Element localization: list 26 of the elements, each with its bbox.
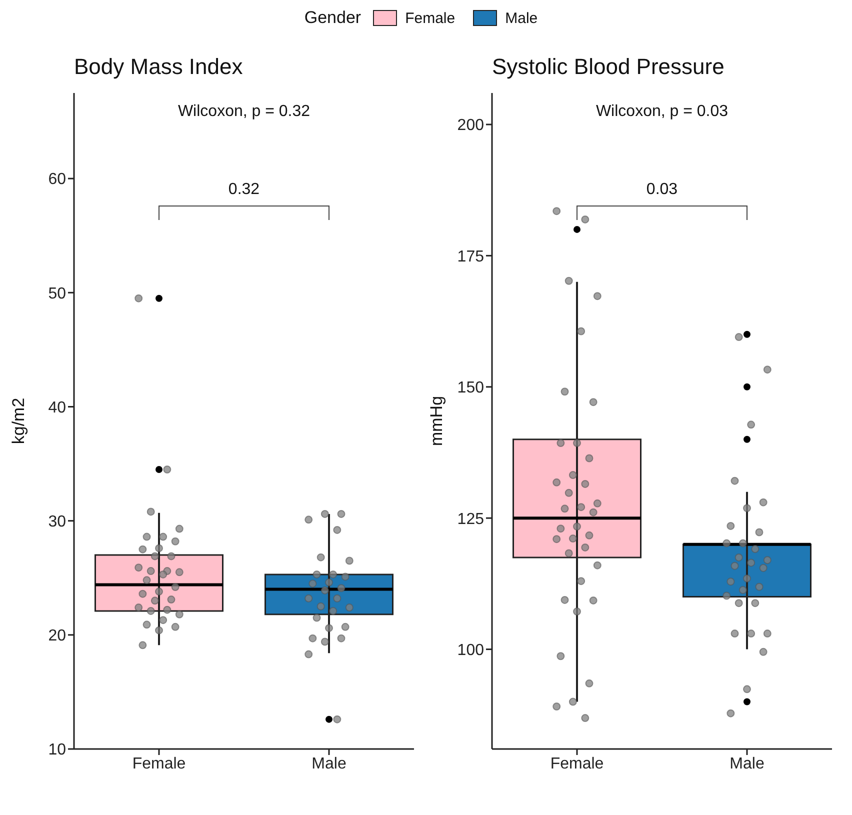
y-tick-label: 40	[48, 399, 66, 416]
x-tick-label: Female	[132, 755, 186, 772]
chart-title: Body Mass Index	[73, 53, 244, 81]
y-tick-label: 175	[457, 248, 484, 266]
legend-label: Female	[405, 10, 456, 26]
y-axis-title: kg/m2	[9, 398, 28, 444]
y-tick-label: 150	[457, 380, 484, 397]
annotation: Wilcoxon, p = 0.32	[176, 103, 312, 121]
x-tick-label: Male	[312, 755, 346, 772]
y-tick-label: 125	[457, 510, 484, 528]
y-axis-title: mmHg	[427, 396, 446, 446]
x-tick-label: Male	[730, 755, 764, 772]
legend-label: Male	[505, 10, 538, 26]
y-tick-label: 100	[457, 642, 484, 659]
annotation: 0.32	[227, 181, 261, 199]
y-tick-label: 20	[48, 628, 66, 645]
y-tick-label: 50	[48, 285, 66, 302]
y-tick-label: 30	[48, 514, 66, 531]
annotation: Wilcoxon, p = 0.03	[594, 103, 730, 121]
legend-title: Gender	[304, 8, 362, 28]
y-tick-label: 200	[457, 117, 484, 134]
x-tick-label: Female	[550, 755, 604, 772]
y-tick-label: 60	[48, 171, 66, 188]
y-tick-label: 10	[48, 742, 66, 759]
chart-title: Systolic Blood Pressure	[491, 53, 726, 81]
annotation: 0.03	[645, 181, 679, 199]
